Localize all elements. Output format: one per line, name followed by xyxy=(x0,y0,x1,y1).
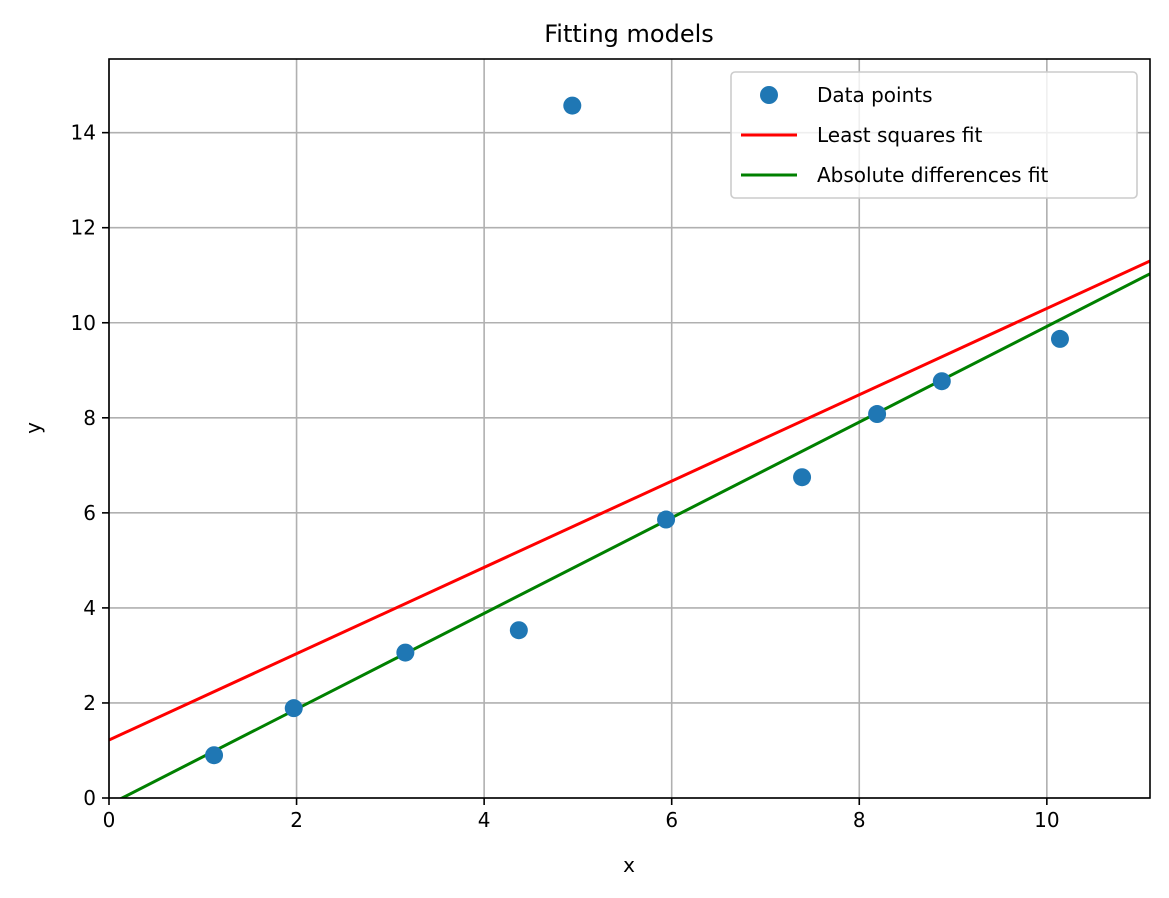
plot-area xyxy=(109,96,1150,798)
legend: Data points Least squares fit Absolute dif… xyxy=(730,71,1138,199)
chart-title: Fitting models xyxy=(544,20,714,48)
legend-label-2: Absolute differences fit xyxy=(817,163,1049,187)
y-tick-label: 8 xyxy=(83,406,96,430)
data-point xyxy=(205,746,224,765)
data-point xyxy=(932,372,951,391)
data-point xyxy=(793,468,812,487)
data-point xyxy=(1050,329,1069,348)
data-point xyxy=(284,699,303,718)
series-line-2 xyxy=(118,272,1150,798)
y-tick-label: 0 xyxy=(83,786,96,810)
x-axis-label: x xyxy=(623,853,635,877)
y-tick-label: 2 xyxy=(83,691,96,715)
grid xyxy=(108,59,1150,799)
y-tick-label: 10 xyxy=(71,311,96,335)
axis-ticks: 0 2 4 6 8 10 0 2 4 6 8 10 12 14 xyxy=(71,121,1060,832)
data-point xyxy=(657,510,676,529)
y-tick-label: 6 xyxy=(83,501,96,525)
x-tick-label: 0 xyxy=(103,808,116,832)
data-point xyxy=(396,643,415,662)
axes-frame xyxy=(108,58,1151,799)
x-tick-label: 8 xyxy=(853,808,866,832)
series-line-1 xyxy=(109,259,1150,742)
x-tick-label: 4 xyxy=(478,808,491,832)
legend-marker-0 xyxy=(760,86,778,104)
y-tick-label: 14 xyxy=(71,121,96,145)
x-tick-label: 2 xyxy=(290,808,303,832)
y-tick-label: 12 xyxy=(71,216,96,240)
x-tick-label: 6 xyxy=(665,808,678,832)
legend-label-0: Data points xyxy=(817,83,933,107)
x-tick-label: 10 xyxy=(1034,808,1059,832)
legend-box xyxy=(730,71,1138,199)
data-point xyxy=(563,96,582,115)
legend-label-1: Least squares fit xyxy=(817,123,982,147)
data-point xyxy=(868,405,887,424)
data-point xyxy=(509,621,528,640)
y-tick-label: 4 xyxy=(83,596,96,620)
y-axis-label: y xyxy=(21,422,45,434)
